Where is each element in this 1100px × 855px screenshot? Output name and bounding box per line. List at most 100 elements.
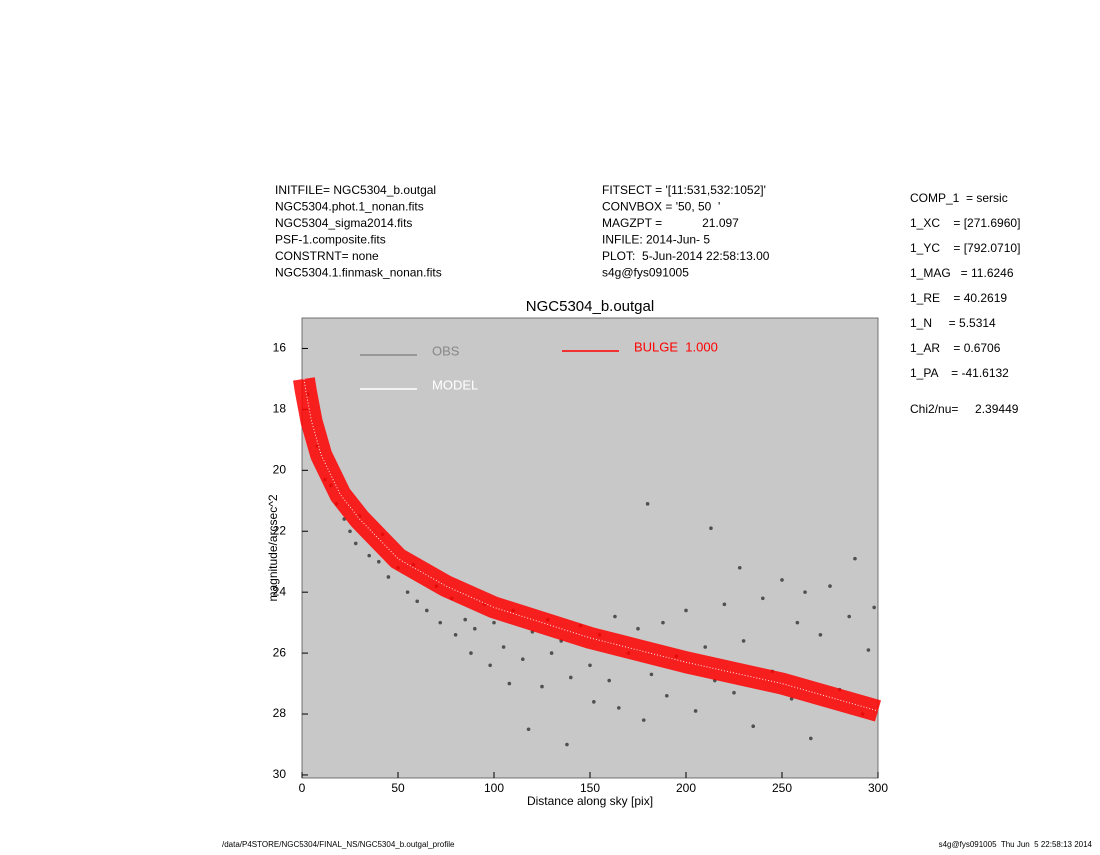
- data-point: [803, 590, 807, 594]
- data-point: [473, 626, 477, 631]
- data-point: [386, 575, 391, 579]
- data-point: [866, 648, 871, 652]
- info-middle: MAGZPT = 21.097: [602, 216, 739, 230]
- data-point: [488, 663, 492, 668]
- data-point: [438, 620, 443, 625]
- chart-title: NGC5304_b.outgal: [526, 298, 654, 315]
- footer-left: /data/P4STORE/NGC5304/FINAL_NS/NGC5304_b…: [222, 840, 455, 849]
- data-point: [693, 709, 698, 713]
- data-point: [795, 620, 800, 625]
- info-right: 1_PA = -41.6132: [910, 366, 1009, 380]
- info-right: COMP_1 = sersic: [910, 191, 1008, 205]
- info-middle: s4g@fys091005: [602, 266, 689, 280]
- data-point: [684, 608, 688, 613]
- data-point: [592, 700, 596, 704]
- data-point: [709, 526, 713, 530]
- x-tick-label: 150: [580, 781, 600, 795]
- x-axis-label: Distance along sky [pix]: [527, 794, 653, 808]
- data-point: [780, 578, 784, 582]
- data-point: [348, 529, 352, 534]
- data-point: [641, 718, 646, 722]
- x-tick-label: 200: [676, 781, 696, 795]
- data-point: [737, 566, 742, 570]
- legend-label: BULGE 1.000: [634, 339, 718, 354]
- data-point: [463, 617, 468, 622]
- y-tick-label: 24: [273, 584, 287, 598]
- info-left: CONSTRNT= none: [275, 249, 379, 263]
- y-tick-label: 16: [273, 341, 287, 355]
- y-axis-label: magnitude/arcsec^2: [266, 494, 280, 601]
- info-left: NGC5304.phot.1_nonan.fits: [275, 200, 424, 214]
- info-middle: CONVBOX = '50, 50 ': [602, 200, 720, 214]
- data-point: [809, 736, 813, 741]
- data-point: [588, 663, 592, 668]
- data-point: [549, 651, 554, 655]
- info-middle: PLOT: 5-Jun-2014 22:58:13.00: [602, 249, 770, 263]
- data-point: [415, 599, 420, 604]
- x-tick-label: 0: [299, 781, 306, 795]
- info-right: 1_N = 5.5314: [910, 316, 996, 330]
- info-right: 1_XC = [271.6960]: [910, 216, 1020, 230]
- info-left: PSF-1.composite.fits: [275, 233, 386, 247]
- info-left: INITFILE= NGC5304_b.outgal: [275, 183, 436, 197]
- data-point: [507, 681, 512, 686]
- y-tick-label: 22: [273, 523, 287, 537]
- data-point: [661, 620, 665, 625]
- legend-label: OBS: [432, 343, 460, 358]
- y-tick-label: 26: [273, 645, 287, 659]
- data-point: [751, 724, 755, 729]
- data-point: [521, 657, 525, 661]
- data-point: [469, 651, 473, 655]
- data-point: [569, 675, 573, 680]
- data-point: [665, 693, 669, 698]
- data-point: [853, 556, 857, 561]
- footer-right: s4g@fys091005 Thu Jun 5 22:58:13 2014: [939, 840, 1093, 849]
- data-point: [353, 541, 358, 546]
- y-tick-label: 20: [273, 462, 287, 476]
- data-point: [613, 614, 617, 619]
- model-line: [293, 377, 882, 722]
- data-point: [732, 690, 736, 695]
- data-point: [741, 639, 746, 643]
- data-point: [636, 626, 640, 631]
- data-point: [377, 559, 381, 564]
- data-point: [501, 645, 506, 649]
- data-point: [526, 727, 531, 732]
- data-point: [607, 678, 611, 683]
- data-point: [761, 596, 765, 601]
- info-right: 1_YC = [792.0710]: [910, 241, 1020, 255]
- y-tick-label: 30: [273, 767, 287, 781]
- info-left: NGC5304.1.finmask_nonan.fits: [275, 266, 442, 280]
- data-point: [818, 633, 823, 637]
- data-point: [645, 502, 650, 506]
- data-point: [872, 605, 876, 610]
- chi2: Chi2/nu= 2.39449: [910, 402, 1019, 416]
- data-point: [405, 590, 410, 594]
- data-point: [453, 633, 458, 637]
- legend-label: MODEL: [432, 377, 478, 392]
- data-point: [703, 645, 707, 649]
- x-tick-label: 250: [772, 781, 792, 795]
- data-point: [540, 684, 544, 689]
- data-point: [649, 672, 654, 677]
- data-point: [828, 584, 832, 588]
- info-middle: FITSECT = '[11:531,532:1052]': [602, 183, 766, 197]
- x-tick-label: 300: [868, 781, 888, 795]
- info-right: 1_MAG = 11.6246: [910, 266, 1014, 280]
- info-right: 1_AR = 0.6706: [910, 341, 1001, 355]
- y-tick-label: 18: [273, 402, 287, 416]
- info-left: NGC5304_sigma2014.fits: [275, 216, 412, 230]
- y-tick-label: 28: [273, 706, 287, 720]
- info-middle: INFILE: 2014-Jun- 5: [602, 233, 710, 247]
- data-point: [565, 742, 569, 747]
- data-point: [847, 614, 851, 619]
- data-point: [425, 608, 429, 613]
- info-right: 1_RE = 40.2619: [910, 291, 1007, 305]
- data-point: [617, 706, 621, 710]
- data-point: [367, 553, 372, 558]
- x-tick-label: 50: [391, 781, 405, 795]
- data-point: [722, 602, 727, 607]
- x-tick-label: 100: [484, 781, 504, 795]
